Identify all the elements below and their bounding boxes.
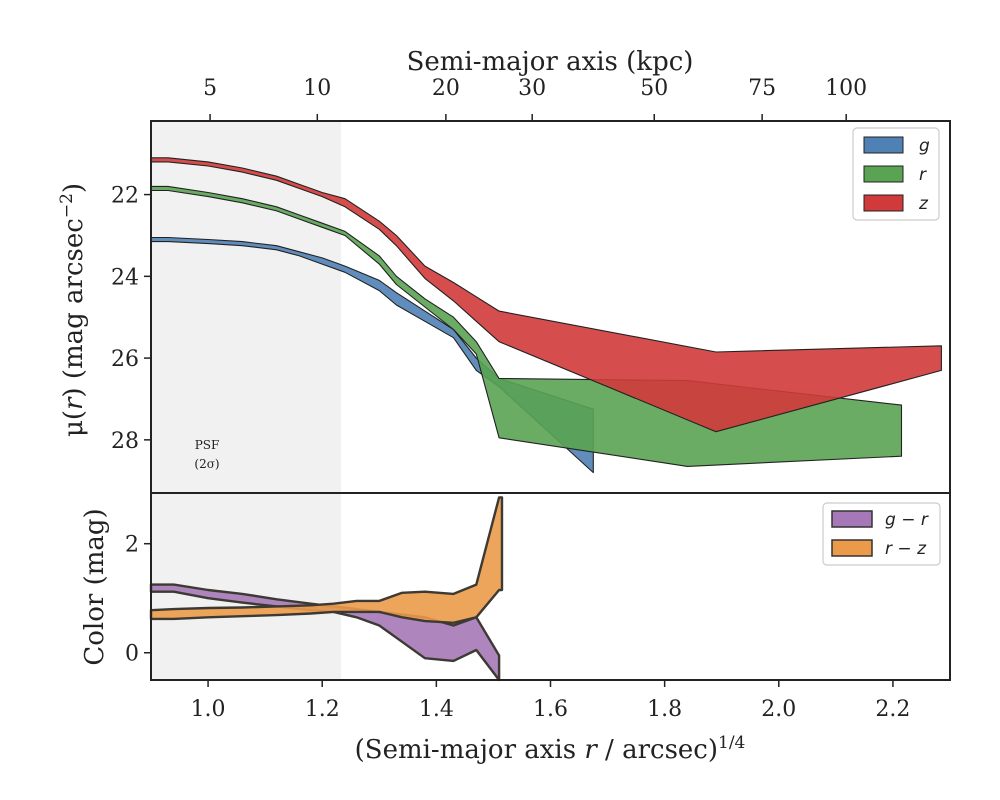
kpc-tick-label-20: 20 xyxy=(432,76,460,101)
legend-label-g: g xyxy=(919,136,930,156)
xtick-label-1.0: 1.0 xyxy=(191,697,226,722)
color-ytick-label-0: 0 xyxy=(125,642,139,667)
legend-label-g-r: g − r xyxy=(885,510,929,530)
legend-label-z: z xyxy=(918,194,929,214)
bottom-xticks: 1.0 1.2 1.4 1.6 1.8 2.0 2.2 xyxy=(191,680,910,722)
legend-swatch-g-r xyxy=(831,510,873,528)
xtick-label-1.2: 1.2 xyxy=(305,697,340,722)
legend-swatch-g xyxy=(863,136,904,154)
top-ylabel: μ(r) (mag arcsec−2) xyxy=(57,183,89,437)
xtick-label-1.6: 1.6 xyxy=(533,697,568,722)
ytick-label-28: 28 xyxy=(111,429,139,454)
kpc-tick-label-75: 75 xyxy=(748,76,776,101)
band-g xyxy=(150,236,594,474)
bottom-legend: g − r r − z xyxy=(822,502,941,566)
top-kpc-ticks: 5 10 20 30 50 75 100 xyxy=(203,76,867,121)
kpc-tick-label-10: 10 xyxy=(303,76,331,101)
top-legend: g r z xyxy=(852,127,940,221)
legend-swatch-z xyxy=(863,194,904,212)
bottom-yticks: 02 xyxy=(125,533,151,667)
kpc-tick-label-100: 100 xyxy=(825,76,867,101)
top-axis-title: Semi-major axis (kpc) xyxy=(407,47,694,77)
kpc-tick-label-5: 5 xyxy=(203,76,217,101)
band-z xyxy=(150,157,942,433)
psf-shaded-region-top xyxy=(151,121,342,493)
kpc-tick-label-50: 50 xyxy=(640,76,668,101)
bottom-xlabel: (Semi-major axis r / arcsec)1/4 xyxy=(355,733,746,765)
legend-label-r: r xyxy=(919,165,927,185)
color-ytick-label-2: 2 xyxy=(125,533,139,558)
xtick-label-2.2: 2.2 xyxy=(875,697,910,722)
top-series-group xyxy=(150,157,942,474)
legend-label-r-z: r − z xyxy=(885,539,927,559)
legend-swatch-r-z xyxy=(831,539,873,557)
xtick-label-2.0: 2.0 xyxy=(761,697,796,722)
surface-brightness-panel: 22 24 26 28 5 10 20 30 50 75 100 Semi-major axis … xyxy=(57,47,951,494)
psf-label-line1: PSF xyxy=(195,438,220,452)
top-yticks: 22 24 26 28 xyxy=(111,184,151,454)
color-panel: 02 1.0 1.2 1.4 1.6 1.8 2.0 2.2 Color (mag) (Se… xyxy=(80,492,951,765)
xtick-label-1.4: 1.4 xyxy=(419,697,454,722)
ytick-label-22: 22 xyxy=(111,184,139,209)
xtick-label-1.8: 1.8 xyxy=(647,697,682,722)
kpc-tick-label-30: 30 xyxy=(518,76,546,101)
psf-label-line2: (2σ) xyxy=(194,457,219,471)
bottom-ylabel: Color (mag) xyxy=(80,508,110,665)
band-r-minus-z xyxy=(149,496,504,624)
legend-swatch-r xyxy=(863,165,904,183)
ytick-label-24: 24 xyxy=(111,265,139,290)
ytick-label-26: 26 xyxy=(111,347,139,372)
